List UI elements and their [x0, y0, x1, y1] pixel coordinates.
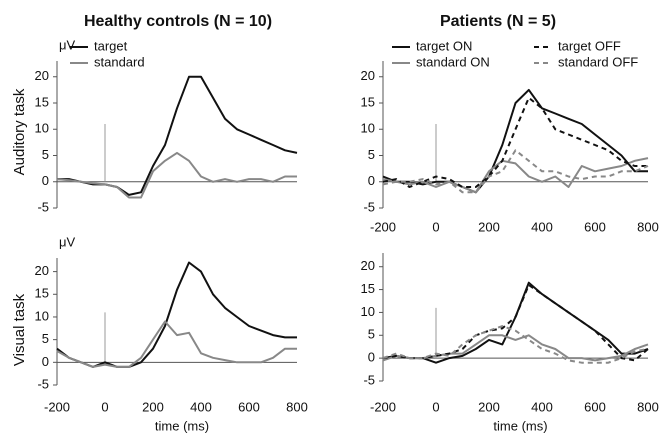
x-tick-label: 800 [637, 219, 659, 234]
y-tick-label: -5 [37, 199, 49, 214]
y-tick-label: 10 [361, 121, 375, 136]
y-tick-label: 20 [35, 68, 49, 83]
x-tick-label: 800 [286, 399, 308, 414]
y-tick-label: 0 [368, 350, 375, 365]
y-tick-label: 15 [35, 286, 49, 301]
y-tick-label: 5 [368, 327, 375, 342]
x-tick-label: 0 [432, 399, 439, 414]
legend-label: standard [94, 54, 145, 69]
y-axis-label: μV [59, 37, 75, 52]
column-title: Healthy controls (N = 10) [84, 13, 272, 30]
x-tick-label: 400 [190, 399, 212, 414]
legend-label: target ON [416, 38, 472, 53]
legend-label: target OFF [558, 38, 621, 53]
y-tick-label: 0 [42, 173, 49, 188]
x-tick-label: 200 [142, 399, 164, 414]
line [382, 157, 649, 194]
line [382, 88, 648, 194]
row-label: Visual task [11, 293, 28, 366]
x-tick-label: -200 [44, 399, 70, 414]
y-tick-label: 5 [42, 331, 49, 346]
line [56, 320, 297, 368]
y-tick-label: -5 [37, 376, 49, 391]
line [56, 151, 297, 199]
y-axis-label: μV [59, 234, 75, 249]
x-tick-label: 0 [432, 219, 439, 234]
y-tick-label: 15 [361, 281, 375, 296]
y-tick-label: 0 [42, 354, 49, 369]
y-tick-label: -5 [363, 199, 375, 214]
line [382, 96, 648, 188]
legend-label: standard OFF [558, 54, 638, 69]
y-tick-label: 0 [368, 173, 375, 188]
x-axis-label: time (ms) [155, 418, 209, 433]
y-tick-label: 20 [361, 258, 375, 273]
x-tick-label: 600 [584, 399, 606, 414]
x-axis-label: time (ms) [493, 418, 547, 433]
x-tick-label: -200 [370, 399, 396, 414]
x-tick-label: 800 [637, 399, 659, 414]
y-tick-label: 10 [35, 308, 49, 323]
x-tick-label: 400 [531, 399, 553, 414]
x-tick-label: 600 [238, 399, 260, 414]
x-tick-label: 200 [478, 219, 500, 234]
line [382, 284, 649, 362]
line [56, 261, 297, 368]
x-tick-label: 200 [478, 399, 500, 414]
y-tick-label: 5 [42, 147, 49, 162]
y-tick-label: 5 [368, 147, 375, 162]
y-tick-label: 15 [35, 94, 49, 109]
y-tick-label: 10 [361, 304, 375, 319]
line [382, 281, 649, 364]
x-tick-label: 400 [531, 219, 553, 234]
row-label: Auditory task [11, 88, 28, 175]
line [382, 149, 649, 194]
line [57, 75, 298, 196]
x-tick-label: 600 [584, 219, 606, 234]
x-tick-label: 0 [101, 399, 108, 414]
y-tick-label: 10 [35, 121, 49, 136]
y-tick-label: 15 [361, 94, 375, 109]
y-tick-label: -5 [363, 372, 375, 387]
legend-label: standard ON [416, 54, 490, 69]
line [382, 325, 649, 364]
column-title: Patients (N = 5) [440, 13, 556, 30]
x-tick-label: -200 [370, 219, 396, 234]
y-tick-label: 20 [361, 68, 375, 83]
legend-label: target [94, 38, 128, 53]
y-tick-label: 20 [35, 263, 49, 278]
